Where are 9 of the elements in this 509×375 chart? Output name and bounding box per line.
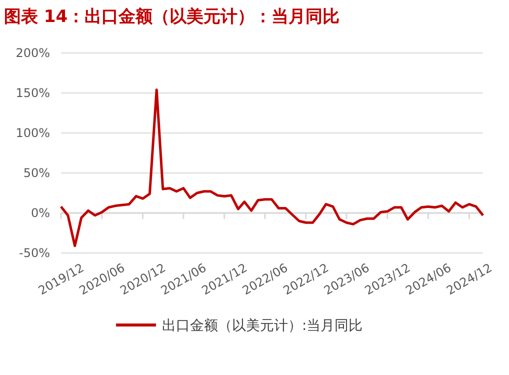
y-tick-label: 200% xyxy=(16,46,50,60)
y-tick-label: 50% xyxy=(23,166,50,180)
y-tick-label: 100% xyxy=(16,126,50,140)
legend-label: 出口金额（以美元计）:当月同比 xyxy=(162,318,363,334)
chart-title: 图表 14：出口金额（以美元计）：当月同比 xyxy=(4,7,340,27)
line-series xyxy=(60,88,484,248)
y-tick-label: -50% xyxy=(18,246,50,260)
y-tick-label: 150% xyxy=(16,86,50,100)
y-tick-label: 0% xyxy=(30,206,50,220)
